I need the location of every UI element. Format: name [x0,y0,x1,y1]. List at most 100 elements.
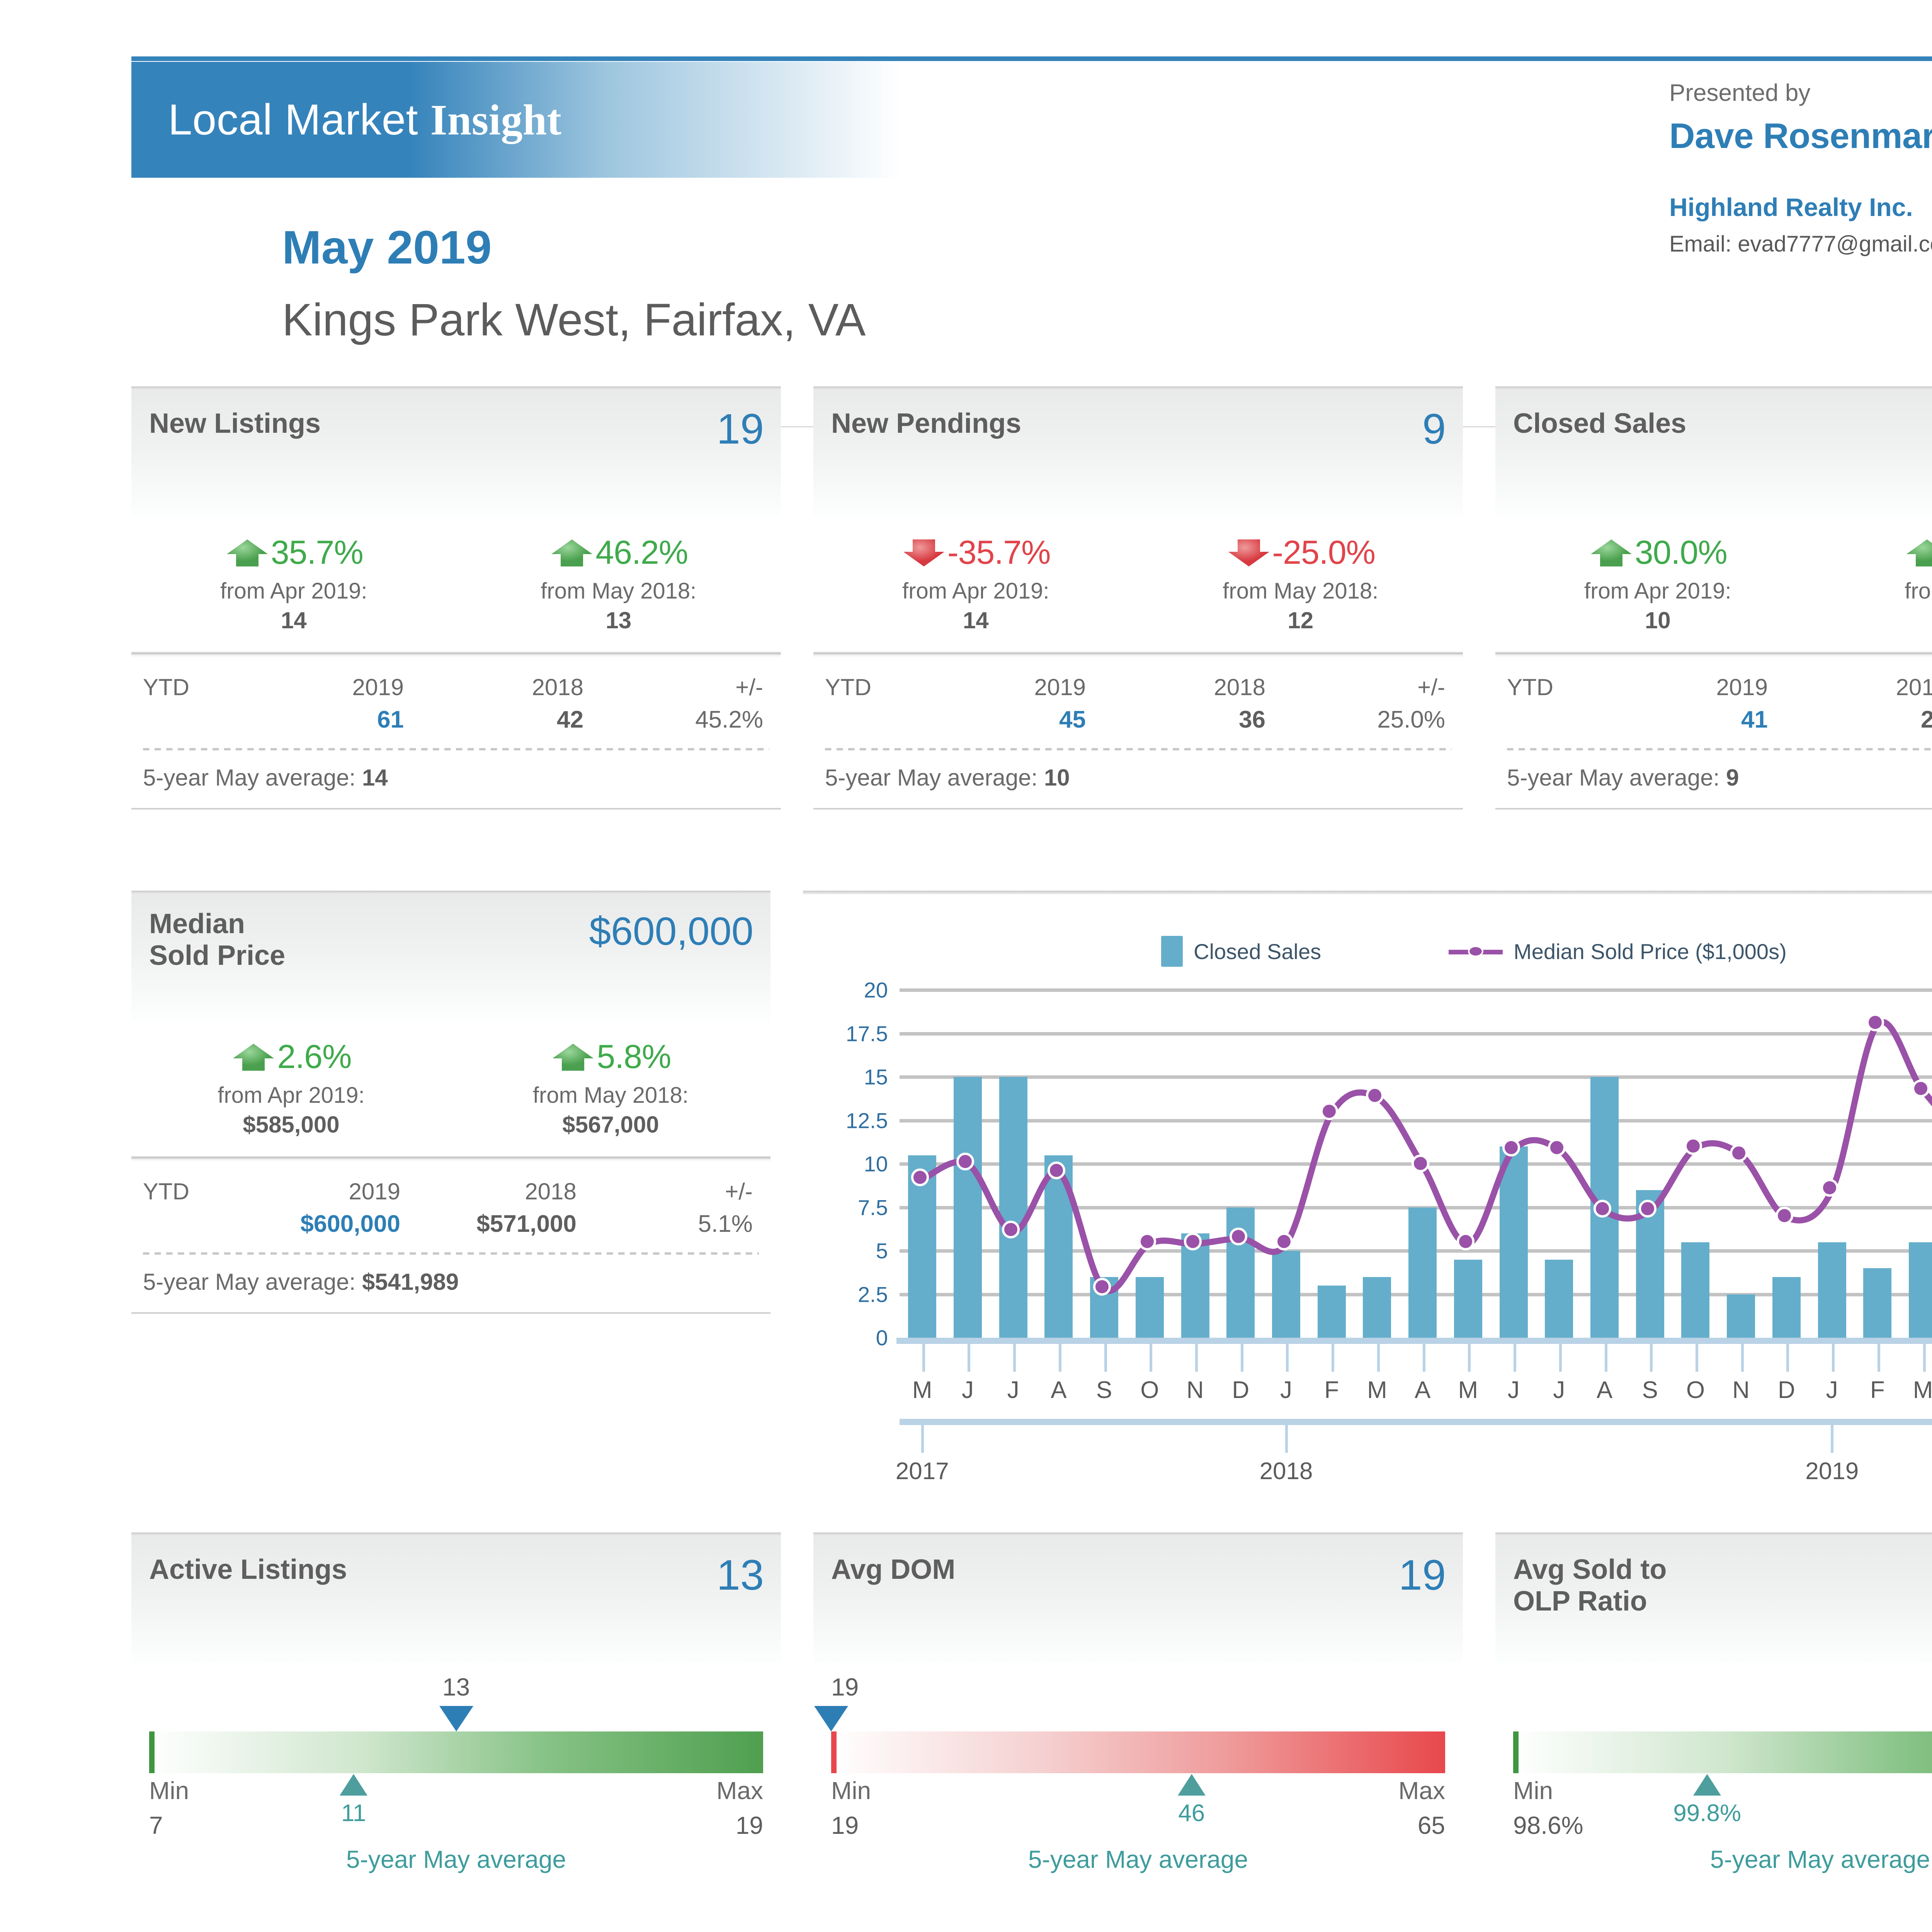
chart-x-ticks [900,1344,1932,1375]
card-separator [131,651,781,658]
card-body: 35.7% from Apr 2019: 14 46.2% from May 2018:… [131,517,781,810]
five-year-value: $541,989 [362,1269,459,1295]
x-label: S [1642,1377,1658,1403]
bar-cell [1673,990,1718,1338]
delta-top: -25.0% [1138,534,1463,572]
x-label: A [1596,1377,1613,1403]
line-marker [1730,1144,1748,1162]
card-title-line1: Avg Sold to [1513,1554,1667,1585]
gauge-average-caption: 5-year May average [1028,1845,1248,1873]
bar-cell [1491,990,1536,1338]
x-label: M [1913,1377,1932,1403]
delta-vs-prev-year: -25.0% from May 2018: 12 [1138,534,1463,634]
bar-cell [1764,990,1810,1338]
chart-legend: Closed Sales Median Sold Price ($1,000s) [803,894,1932,967]
delta-top: 30.0% [1495,534,1820,572]
delta-group: 35.7% from Apr 2019: 14 46.2% from May 2018:… [131,534,781,634]
gauge-current-marker-icon [814,1706,848,1731]
x-tick [1309,1344,1354,1375]
x-tick [1900,1344,1932,1375]
delta-prev-value: 12 [1287,607,1314,633]
ytd-col-change: +/- [725,1179,753,1204]
gauge-current-label: 19 [831,1673,859,1701]
legend-item-closed-sales: Closed Sales [1161,936,1321,967]
card-header: Avg DOM 19 [813,1536,1463,1663]
delta-prev-value: 14 [963,607,989,633]
line-marker [1548,1139,1566,1156]
delta-label: from May 2018: [532,1083,689,1108]
delta-percent: 5.8% [597,1038,671,1075]
gauge-minmax-values: 19 65 [831,1811,1445,1840]
legend-item-median-price: Median Sold Price ($1,000s) [1449,936,1787,967]
gauge-current-label: 13 [442,1673,470,1701]
card-header: Active Listings 13 [131,1536,781,1663]
bar [1181,1233,1209,1338]
gridline [899,1119,1932,1122]
year-label: 2018 [1259,1458,1313,1485]
delta-prev-value: $567,000 [562,1112,659,1138]
legend-label: Median Sold Price ($1,000s) [1514,939,1787,964]
x-tick [1536,1344,1582,1375]
agent-email: Email: evad7777@gmail.com [1669,231,1932,257]
ytd-value-change: 5.1% [698,1211,753,1237]
x-label: N [1732,1377,1750,1403]
bar [1135,1277,1164,1338]
gauge-gradient [831,1731,1445,1773]
ytd-col-2018: 2018 [532,674,583,700]
delta-top: 2.6% [131,1038,451,1076]
y-tick-left: 5 [876,1238,888,1263]
card-value: $600,000 [589,909,753,953]
gauge-max-label: Max [716,1777,763,1804]
bar [1499,1146,1528,1338]
line-marker [1457,1233,1475,1250]
x-tick [1264,1344,1309,1375]
delta-label: from Apr 2019: [220,578,367,604]
arrow-down-icon [1226,537,1272,569]
delta-percent: -25.0% [1272,534,1376,571]
gauge-min-cap [149,1731,155,1773]
ytd-col-2018: 2018 [1896,674,1932,700]
median-price-line [922,1022,1932,1291]
closed-sales-price-chart: Closed Sales Median Sold Price ($1,000s)… [803,891,1932,1485]
chart-year-ticks [900,1423,1932,1453]
gauge-min-cap [831,1731,837,1773]
gauge-average-caption: 5-year May average [346,1845,566,1873]
x-tick [945,1344,991,1375]
x-tick [1354,1344,1400,1375]
year-tick [1831,1423,1834,1453]
delta-vs-prev-year: 46.2% from May 2018: 13 [456,534,781,634]
chart-top-rule [803,891,1932,894]
agent-name: Dave Rosenmarkle [1669,116,1932,156]
delta-percent: 2.6% [277,1038,352,1075]
x-tick [990,1344,1036,1375]
ytd-label: YTD [1507,674,1553,700]
report-month: May 2019 [282,221,492,274]
dotted-divider [143,1252,759,1255]
x-tick [1673,1344,1718,1375]
delta-prev-value: 4 [1820,607,1932,634]
line-marker [1593,1199,1611,1218]
arrow-up-icon [550,1041,596,1073]
y-tick-left: 0 [876,1325,888,1350]
x-label: D [1232,1377,1250,1403]
median-and-chart-row: Median Sold Price $600,000 2.6% from Apr [131,891,1932,1485]
ytd-header-row: YTD 2019 2018 +/- [131,658,781,701]
x-tick [1127,1344,1172,1375]
delta-label: from May 2018: [1223,578,1379,604]
presented-by-label: Presented by [1669,80,1811,106]
card-title: New Listings [149,408,321,439]
delta-group: -35.7% from Apr 2019: 14 -25.0% from May 201… [813,534,1463,634]
y-tick-left: 20 [864,978,888,1002]
line-marker [1184,1233,1202,1250]
gridline [899,1032,1932,1036]
delta-prev-value: 13 [605,607,632,633]
ytd-value-2019: 45 [1059,706,1086,733]
x-tick [1400,1344,1446,1375]
card-title: Active Listings [149,1554,347,1585]
five-year-average: 5-year May average: 9 [1495,750,1932,791]
delta-prev-value: 10 [1645,607,1671,633]
five-year-label: 5-year May average: [1507,765,1720,791]
